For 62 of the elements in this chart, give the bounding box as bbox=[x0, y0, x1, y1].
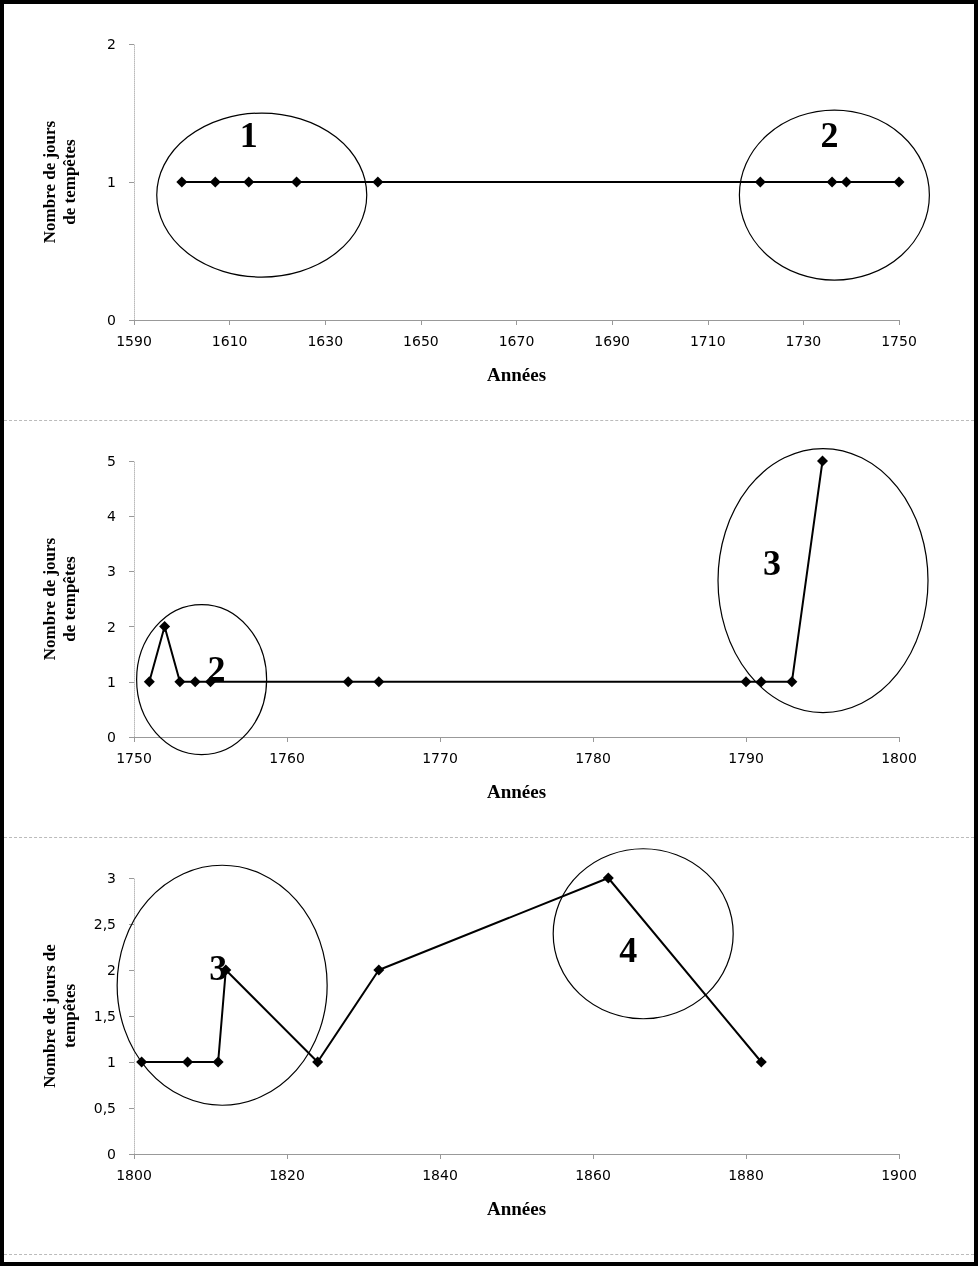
y-tick-label: 0 bbox=[107, 312, 116, 328]
x-tick-label: 1880 bbox=[728, 1167, 764, 1183]
x-tick-label: 1820 bbox=[269, 1167, 305, 1183]
y-tick-label: 2 bbox=[107, 962, 116, 978]
x-tick-label: 1900 bbox=[881, 1167, 917, 1183]
point bbox=[189, 676, 201, 688]
x-tick-label: 1790 bbox=[728, 750, 764, 766]
y-tick-label: 3 bbox=[107, 563, 116, 580]
x-tick-label: 1710 bbox=[689, 333, 726, 349]
x-tick-label: 1690 bbox=[594, 333, 630, 349]
point bbox=[159, 621, 171, 633]
y-tick-label: 3 bbox=[107, 870, 116, 886]
y-axis-title: Nombre de jours de tempêtes bbox=[39, 537, 79, 661]
point bbox=[342, 676, 354, 688]
y-tick-label: 2 bbox=[107, 618, 116, 635]
y-tick-label: 1,5 bbox=[93, 1008, 116, 1024]
point bbox=[740, 676, 752, 688]
y-tick-label: 2 bbox=[107, 36, 116, 52]
y-tick-label: 1 bbox=[107, 673, 116, 690]
y-tick-label: 0 bbox=[107, 729, 116, 745]
point bbox=[174, 676, 186, 688]
point bbox=[373, 964, 385, 976]
annotation: 2 bbox=[820, 115, 839, 156]
y-tick-label: 5 bbox=[107, 453, 116, 469]
y-axis-title: Nombre de jours de tempêtes bbox=[39, 120, 79, 244]
point bbox=[817, 455, 828, 467]
point bbox=[373, 676, 385, 688]
x-tick-label: 1730 bbox=[785, 333, 822, 349]
y-tick-label: 1 bbox=[107, 1054, 116, 1070]
x-tick-label: 1760 bbox=[269, 750, 305, 766]
x-axis-title: Années bbox=[486, 781, 547, 802]
x-tick-label: 1630 bbox=[307, 333, 344, 349]
x-tick-label: 1610 bbox=[211, 333, 248, 349]
x-tick-label: 1770 bbox=[422, 750, 458, 766]
x-tick-label: 1800 bbox=[116, 1167, 152, 1183]
x-tick-label: 1590 bbox=[116, 333, 152, 349]
annotation: 1 bbox=[239, 115, 258, 156]
x-tick-label: 1780 bbox=[575, 750, 611, 766]
point bbox=[312, 1056, 324, 1068]
x-tick-label: 1750 bbox=[881, 333, 917, 349]
y-tick-label: 0 bbox=[107, 1146, 116, 1162]
x-tick-label: 1840 bbox=[422, 1167, 458, 1183]
x-tick-label: 1670 bbox=[498, 333, 535, 349]
point bbox=[212, 1056, 224, 1068]
point bbox=[143, 676, 155, 688]
x-tick-label: 1650 bbox=[403, 333, 439, 349]
annotation: 4 bbox=[619, 929, 638, 970]
x-tick-label: 1800 bbox=[881, 750, 917, 766]
x-tick-label: 1860 bbox=[575, 1167, 611, 1183]
y-tick-label: 2,5 bbox=[93, 916, 116, 932]
y-tick-label: 4 bbox=[107, 508, 117, 525]
x-axis-title: Années bbox=[486, 1198, 547, 1219]
point bbox=[602, 872, 614, 884]
x-tick-label: 1750 bbox=[116, 750, 152, 766]
y-axis-title: Nombre de jours de tempêtes bbox=[39, 943, 79, 1088]
y-tick-label: 1 bbox=[107, 174, 116, 190]
annotation: 3 bbox=[763, 542, 782, 583]
point bbox=[786, 676, 798, 688]
point bbox=[755, 1056, 767, 1068]
point bbox=[755, 676, 767, 688]
y-tick-label: 0,5 bbox=[93, 1100, 116, 1116]
x-axis-title: Années bbox=[486, 364, 547, 385]
